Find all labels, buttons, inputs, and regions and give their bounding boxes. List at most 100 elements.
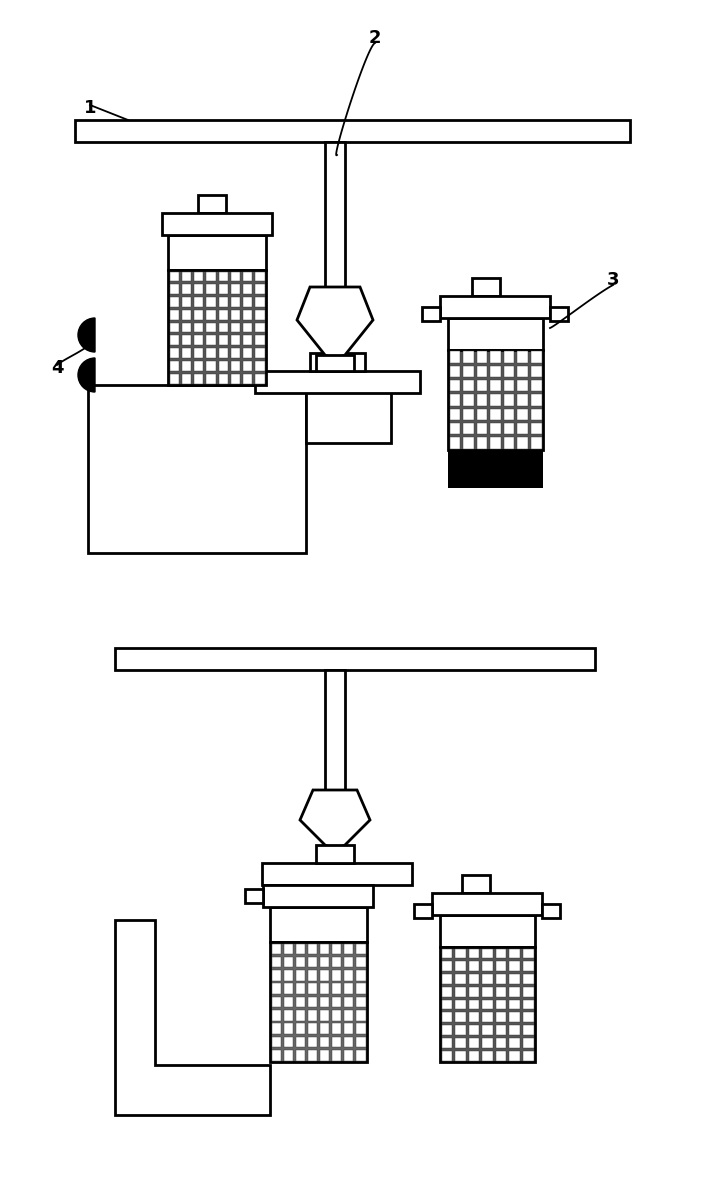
Bar bbox=[320, 956, 329, 967]
Bar bbox=[462, 875, 490, 893]
Bar bbox=[231, 271, 240, 281]
Bar bbox=[523, 1051, 534, 1061]
Text: 1: 1 bbox=[84, 98, 96, 116]
Bar bbox=[231, 323, 240, 332]
Bar bbox=[231, 310, 240, 319]
Bar bbox=[542, 904, 560, 918]
Bar bbox=[243, 335, 252, 346]
Bar bbox=[531, 422, 542, 434]
Bar bbox=[517, 437, 528, 449]
Bar bbox=[441, 961, 452, 971]
Bar bbox=[448, 450, 543, 488]
Bar bbox=[169, 335, 179, 346]
Bar bbox=[509, 1051, 520, 1061]
Bar bbox=[231, 348, 240, 358]
Bar bbox=[218, 298, 228, 307]
Bar bbox=[450, 380, 460, 391]
Bar bbox=[531, 409, 542, 420]
Bar bbox=[482, 961, 493, 971]
Bar bbox=[168, 270, 266, 385]
Bar bbox=[272, 1037, 280, 1048]
Bar bbox=[345, 1037, 354, 1048]
Bar bbox=[357, 1024, 366, 1034]
Bar bbox=[169, 298, 179, 307]
Bar bbox=[218, 271, 228, 281]
Bar bbox=[284, 1010, 293, 1020]
Bar bbox=[272, 943, 280, 954]
Bar bbox=[332, 984, 341, 994]
Bar bbox=[256, 348, 265, 358]
Bar bbox=[523, 974, 534, 984]
Bar bbox=[448, 318, 543, 350]
Bar bbox=[482, 1025, 493, 1034]
Bar bbox=[463, 352, 474, 362]
Bar bbox=[245, 889, 263, 902]
Bar bbox=[455, 1051, 466, 1061]
Bar bbox=[231, 335, 240, 346]
Bar bbox=[463, 422, 474, 434]
Bar bbox=[450, 395, 460, 406]
Bar bbox=[441, 986, 452, 997]
Bar bbox=[482, 974, 493, 984]
Bar bbox=[243, 373, 252, 384]
Bar bbox=[320, 984, 329, 994]
Bar bbox=[306, 385, 391, 443]
Bar bbox=[450, 366, 460, 377]
Bar bbox=[345, 1050, 354, 1061]
Bar bbox=[218, 310, 228, 319]
Bar bbox=[263, 886, 373, 907]
Bar bbox=[284, 943, 293, 954]
Bar bbox=[231, 284, 240, 294]
Bar bbox=[218, 335, 228, 346]
Bar bbox=[162, 214, 272, 235]
Polygon shape bbox=[297, 287, 373, 360]
Bar bbox=[463, 380, 474, 391]
Bar bbox=[504, 422, 515, 434]
Bar bbox=[531, 437, 542, 449]
Bar bbox=[206, 298, 215, 307]
Bar bbox=[357, 1050, 366, 1061]
Bar bbox=[463, 366, 474, 377]
Bar bbox=[296, 1010, 305, 1020]
Bar bbox=[469, 1038, 479, 1048]
Bar bbox=[296, 1024, 305, 1034]
Bar bbox=[490, 422, 501, 434]
Bar bbox=[181, 335, 191, 346]
Bar bbox=[504, 395, 515, 406]
Bar bbox=[284, 956, 293, 967]
Bar bbox=[256, 323, 265, 332]
Bar bbox=[218, 373, 228, 384]
Bar bbox=[296, 956, 305, 967]
Bar bbox=[450, 352, 460, 362]
Bar bbox=[284, 1024, 293, 1034]
Bar bbox=[422, 307, 440, 320]
Bar bbox=[75, 120, 630, 142]
Bar bbox=[496, 961, 506, 971]
Bar bbox=[243, 348, 252, 358]
Bar bbox=[194, 335, 203, 346]
Bar bbox=[477, 422, 487, 434]
Bar bbox=[270, 942, 367, 1062]
Bar bbox=[272, 1010, 280, 1020]
Bar bbox=[332, 970, 341, 980]
Bar bbox=[206, 373, 215, 384]
Bar bbox=[206, 335, 215, 346]
Bar bbox=[504, 352, 515, 362]
Bar bbox=[243, 361, 252, 371]
Bar bbox=[320, 1024, 329, 1034]
Bar bbox=[496, 1051, 506, 1061]
Bar bbox=[463, 409, 474, 420]
Bar bbox=[272, 984, 280, 994]
Bar bbox=[345, 956, 354, 967]
Bar bbox=[448, 350, 543, 450]
Bar bbox=[482, 1013, 493, 1022]
Bar bbox=[482, 986, 493, 997]
Bar bbox=[332, 956, 341, 967]
Bar bbox=[523, 986, 534, 997]
Bar bbox=[490, 352, 501, 362]
Bar bbox=[345, 984, 354, 994]
Bar bbox=[231, 361, 240, 371]
Bar bbox=[482, 1000, 493, 1009]
Bar bbox=[345, 1010, 354, 1020]
Bar bbox=[517, 409, 528, 420]
